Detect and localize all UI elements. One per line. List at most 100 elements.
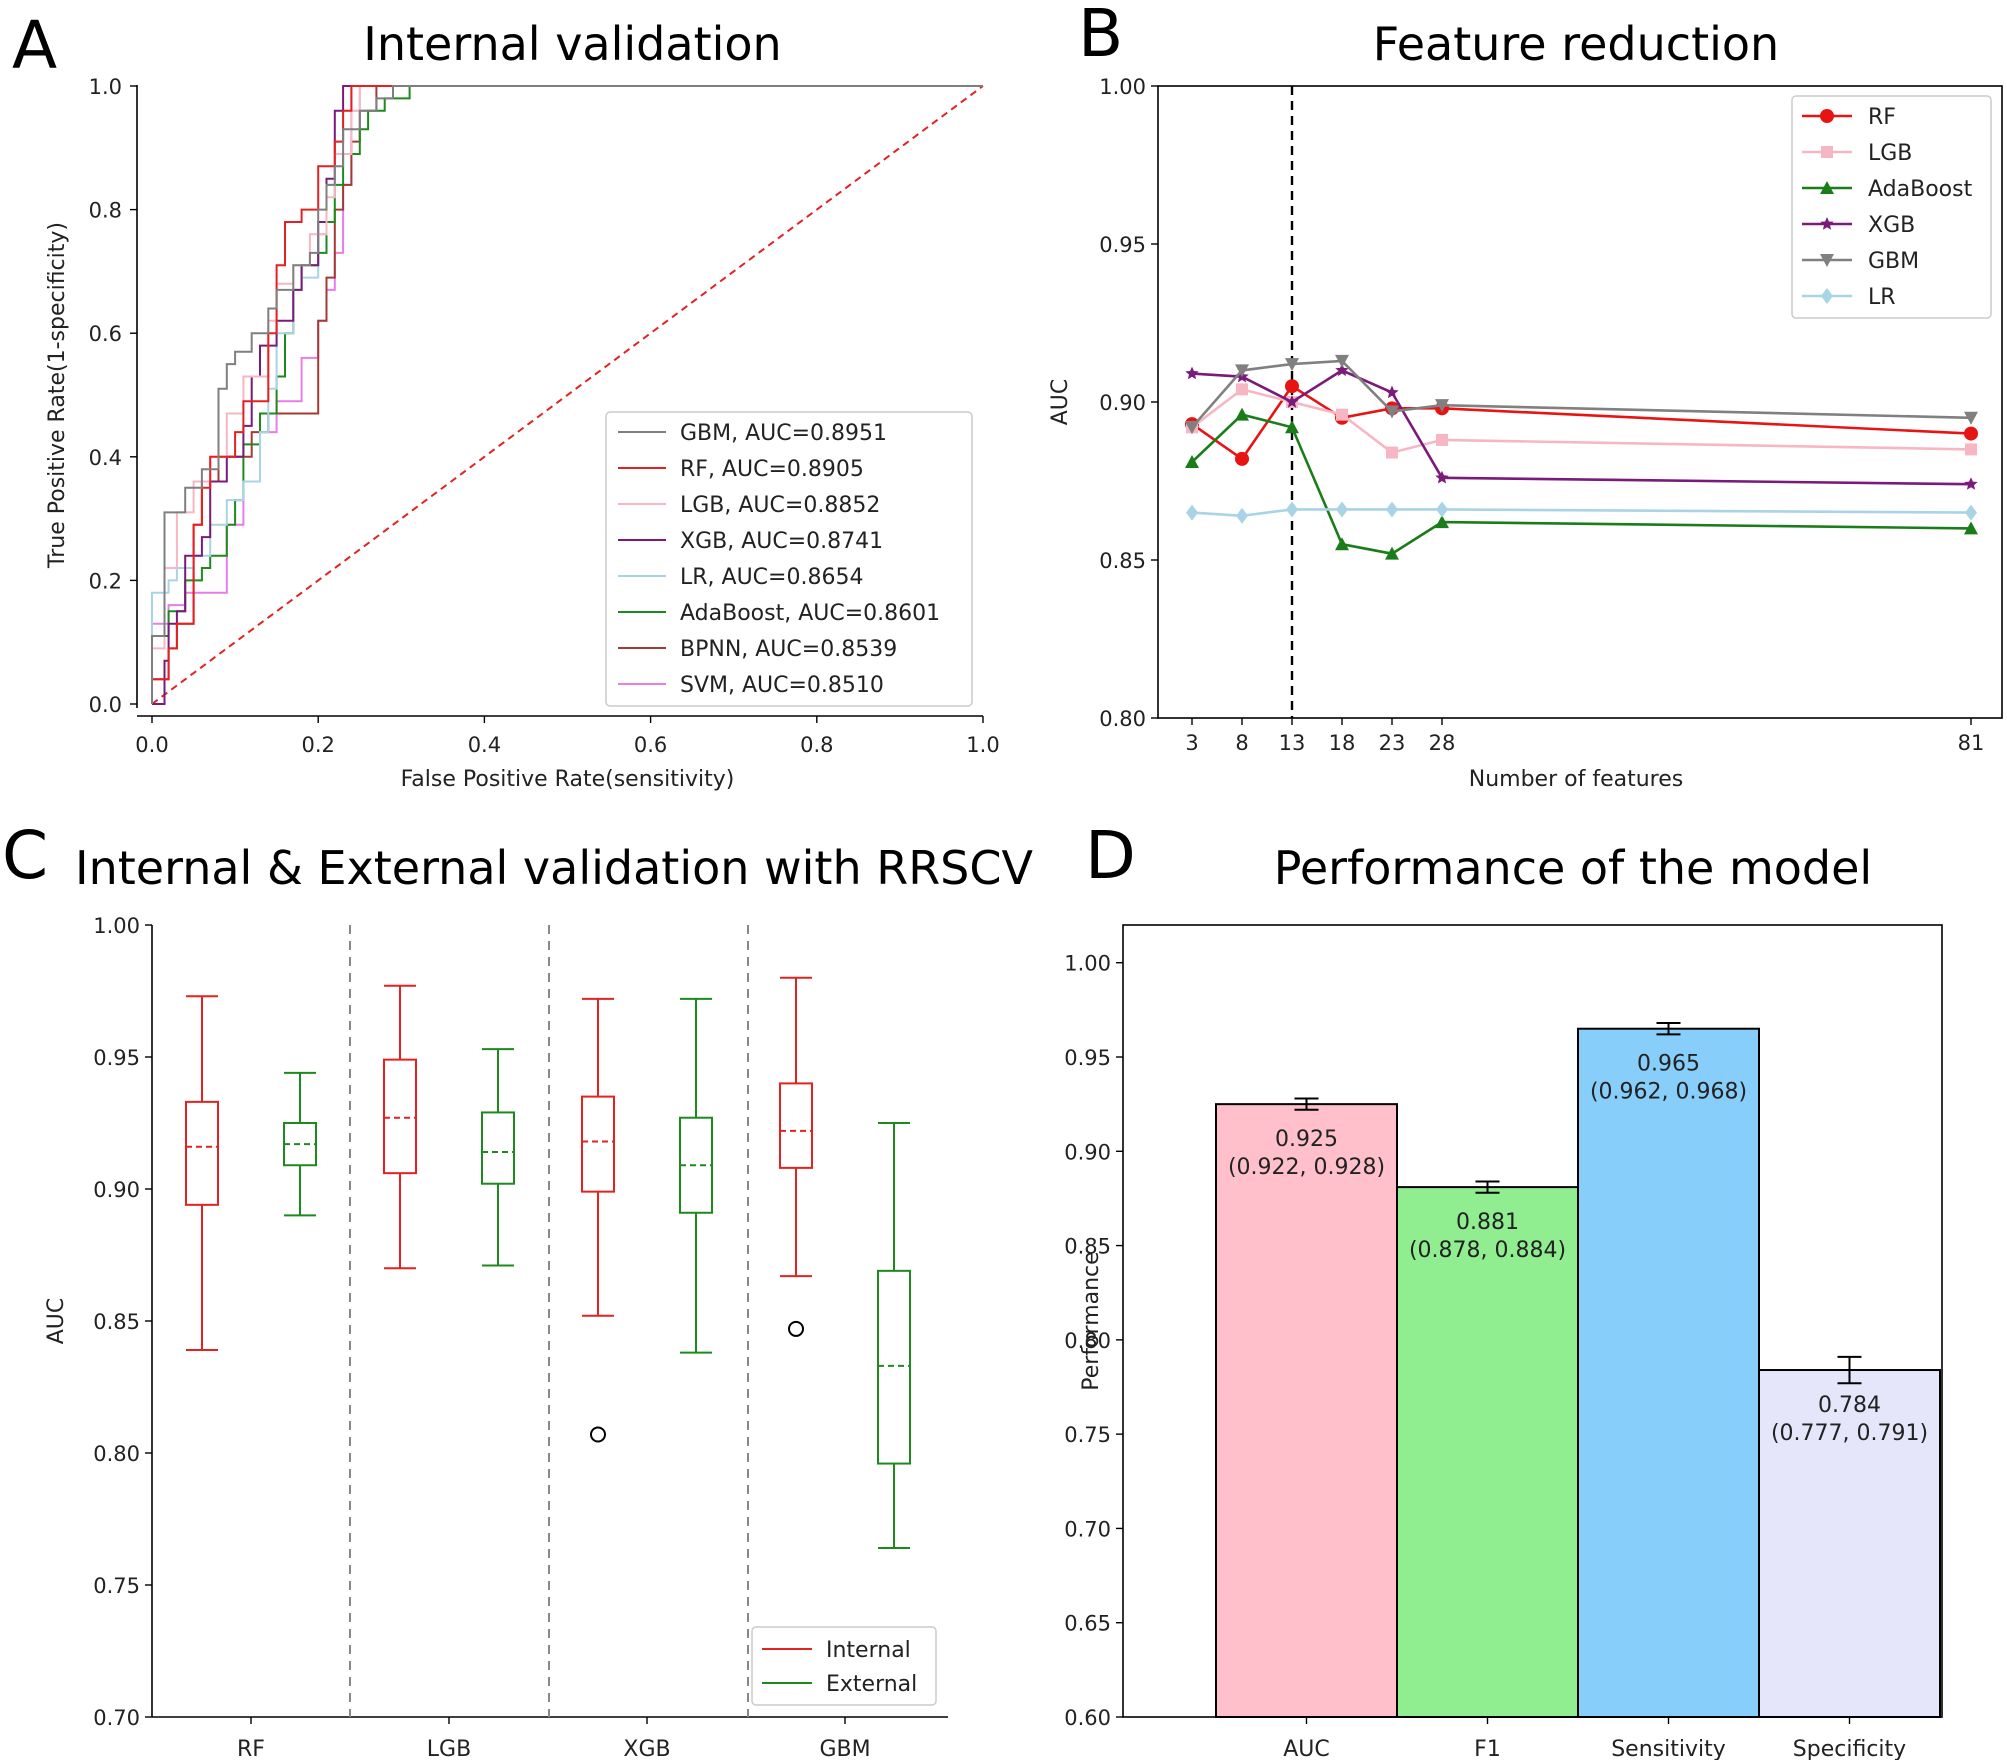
panel-a-roc: 0.0 0.2 0.4 0.6 0.8 1.0 0.0 0.2 0.4 0.6 0.8 1.0 Inte… [45, 17, 1000, 792]
fr-series-line [1191, 508, 1972, 518]
roc-x-tick-label: 0.6 [634, 733, 667, 757]
box-iqr [481, 1111, 515, 1185]
fr-x-label: Number of features [1469, 767, 1683, 792]
roc-y-label: True Positive Rate(1-specificity) [45, 222, 70, 569]
box-external-gbm [877, 1122, 911, 1550]
fr-legend-marker [1820, 181, 1834, 194]
roc-x-tick-label: 0.8 [800, 733, 833, 757]
panel-b-letter: B [1078, 0, 1123, 72]
fr-point [1335, 363, 1349, 377]
box-legend: Internal External [751, 1626, 937, 1706]
fr-point [1285, 420, 1299, 434]
fr-point [1965, 504, 1977, 521]
fr-point [1335, 354, 1349, 368]
fr-axes: 0.80 0.85 0.90 0.95 1.00 3 8 13 18 23 28 81 [1099, 75, 2003, 755]
fr-x-tick-label: 3 [1185, 731, 1198, 755]
fr-point [1185, 366, 1199, 380]
bar-y-tick-label: 0.90 [1064, 1140, 1111, 1164]
box-y-label: AUC [44, 1298, 69, 1345]
roc-y-tick-label: 0.6 [89, 322, 122, 346]
bar-f1 [1396, 1186, 1579, 1718]
bar-ci-label: (0.777, 0.791) [1771, 1421, 1928, 1446]
roc-curve [151, 85, 983, 704]
box-axes: 0.70 0.75 0.80 0.85 0.90 0.95 1.00 RF LGB XGB GBM [93, 914, 948, 1760]
bar-y-tick-label: 1.00 [1064, 952, 1111, 976]
box-category-label: LGB [427, 1737, 471, 1760]
roc-legend-label: AdaBoost, AUC=0.8601 [680, 601, 940, 626]
box-external-rf [283, 1071, 317, 1217]
panel-b-feature-reduction: 0.80 0.85 0.90 0.95 1.00 3 8 13 18 23 28 81 Feature … [1048, 17, 2003, 792]
fr-point [1385, 546, 1399, 560]
box-external-lgb [481, 1048, 515, 1267]
box-title: Internal & External validation with RRSC… [75, 841, 1033, 895]
roc-title: Internal validation [363, 17, 781, 71]
fr-point [1964, 477, 1978, 490]
roc-x-tick-label: 1.0 [966, 733, 999, 757]
fr-legend-marker [1821, 288, 1833, 304]
roc-x-tick-label: 0.0 [135, 733, 168, 757]
box-y-tick-label: 1.00 [93, 914, 140, 938]
roc-x-label: False Positive Rate(sensitivity) [401, 767, 735, 792]
bar-category-label: F1 [1474, 1737, 1501, 1760]
fr-point [1435, 515, 1449, 529]
bar-y-tick-label: 0.85 [1064, 1235, 1111, 1259]
bar-y-tick-label: 0.75 [1064, 1423, 1111, 1447]
roc-legend-label: RF, AUC=0.8905 [680, 457, 864, 482]
box-legend-label: Internal [826, 1638, 911, 1663]
bar-specificity [1758, 1369, 1941, 1718]
box-y-tick-label: 0.70 [93, 1706, 140, 1730]
fr-legend-label: RF [1868, 105, 1896, 130]
bar-value-label: 0.965 [1637, 1052, 1700, 1077]
fr-point [1385, 405, 1399, 419]
bar-y-tick-label: 0.80 [1064, 1329, 1111, 1353]
fr-y-tick-label: 0.85 [1099, 549, 1146, 573]
fr-legend-marker [1820, 217, 1834, 230]
box-category-label: XGB [623, 1737, 670, 1760]
fr-point [1235, 407, 1249, 421]
fr-point [1436, 433, 1448, 446]
bar-category-label: Specificity [1793, 1737, 1906, 1760]
fr-point [1335, 537, 1349, 551]
fr-point [1285, 395, 1299, 408]
fr-legend-label: GBM [1868, 249, 1919, 274]
fr-legend-marker [1820, 254, 1834, 267]
roc-y-tick-label: 0.0 [89, 693, 122, 717]
fr-point [1235, 364, 1249, 378]
box-iqr [877, 1269, 911, 1465]
fr-point [1286, 501, 1298, 518]
fr-point [1964, 426, 1978, 441]
roc-y-tick-label: 0.8 [89, 199, 122, 223]
bar-sensitivity [1577, 1027, 1760, 1718]
fr-point [1385, 385, 1399, 399]
bar-y-tick-label: 0.60 [1064, 1706, 1111, 1730]
fr-point [1285, 358, 1299, 372]
roc-curve [151, 85, 983, 704]
fr-x-tick-label: 8 [1235, 731, 1248, 755]
bar-value-label: 0.784 [1818, 1393, 1881, 1418]
roc-legend-label: GBM, AUC=0.8951 [680, 421, 887, 446]
panel-c-letter: C [2, 817, 48, 894]
fr-x-tick-label: 28 [1429, 731, 1456, 755]
fr-point [1285, 379, 1299, 394]
fr-point [1336, 408, 1348, 421]
bar-value-label: 0.881 [1456, 1210, 1519, 1235]
fr-point [1435, 399, 1449, 413]
fr-y-tick-label: 0.95 [1099, 233, 1146, 257]
fr-series-line [1191, 387, 1972, 455]
fr-title: Feature reduction [1373, 17, 1779, 71]
fr-x-tick-label: 81 [1958, 731, 1985, 755]
fr-point [1386, 446, 1398, 459]
bar-title: Performance of the model [1274, 841, 1872, 895]
box-internal-gbm [779, 976, 813, 1337]
fr-legend-marker [1820, 109, 1834, 123]
fr-point [1436, 501, 1448, 518]
box-iqr [581, 1095, 615, 1193]
fr-point [1236, 383, 1248, 396]
box-iqr [779, 1082, 813, 1169]
fr-point [1386, 501, 1398, 518]
fr-point [1236, 507, 1248, 524]
roc-legend-label: XGB, AUC=0.8741 [680, 529, 883, 554]
bar-auc [1215, 1103, 1398, 1718]
fr-x-tick-label: 23 [1379, 731, 1406, 755]
